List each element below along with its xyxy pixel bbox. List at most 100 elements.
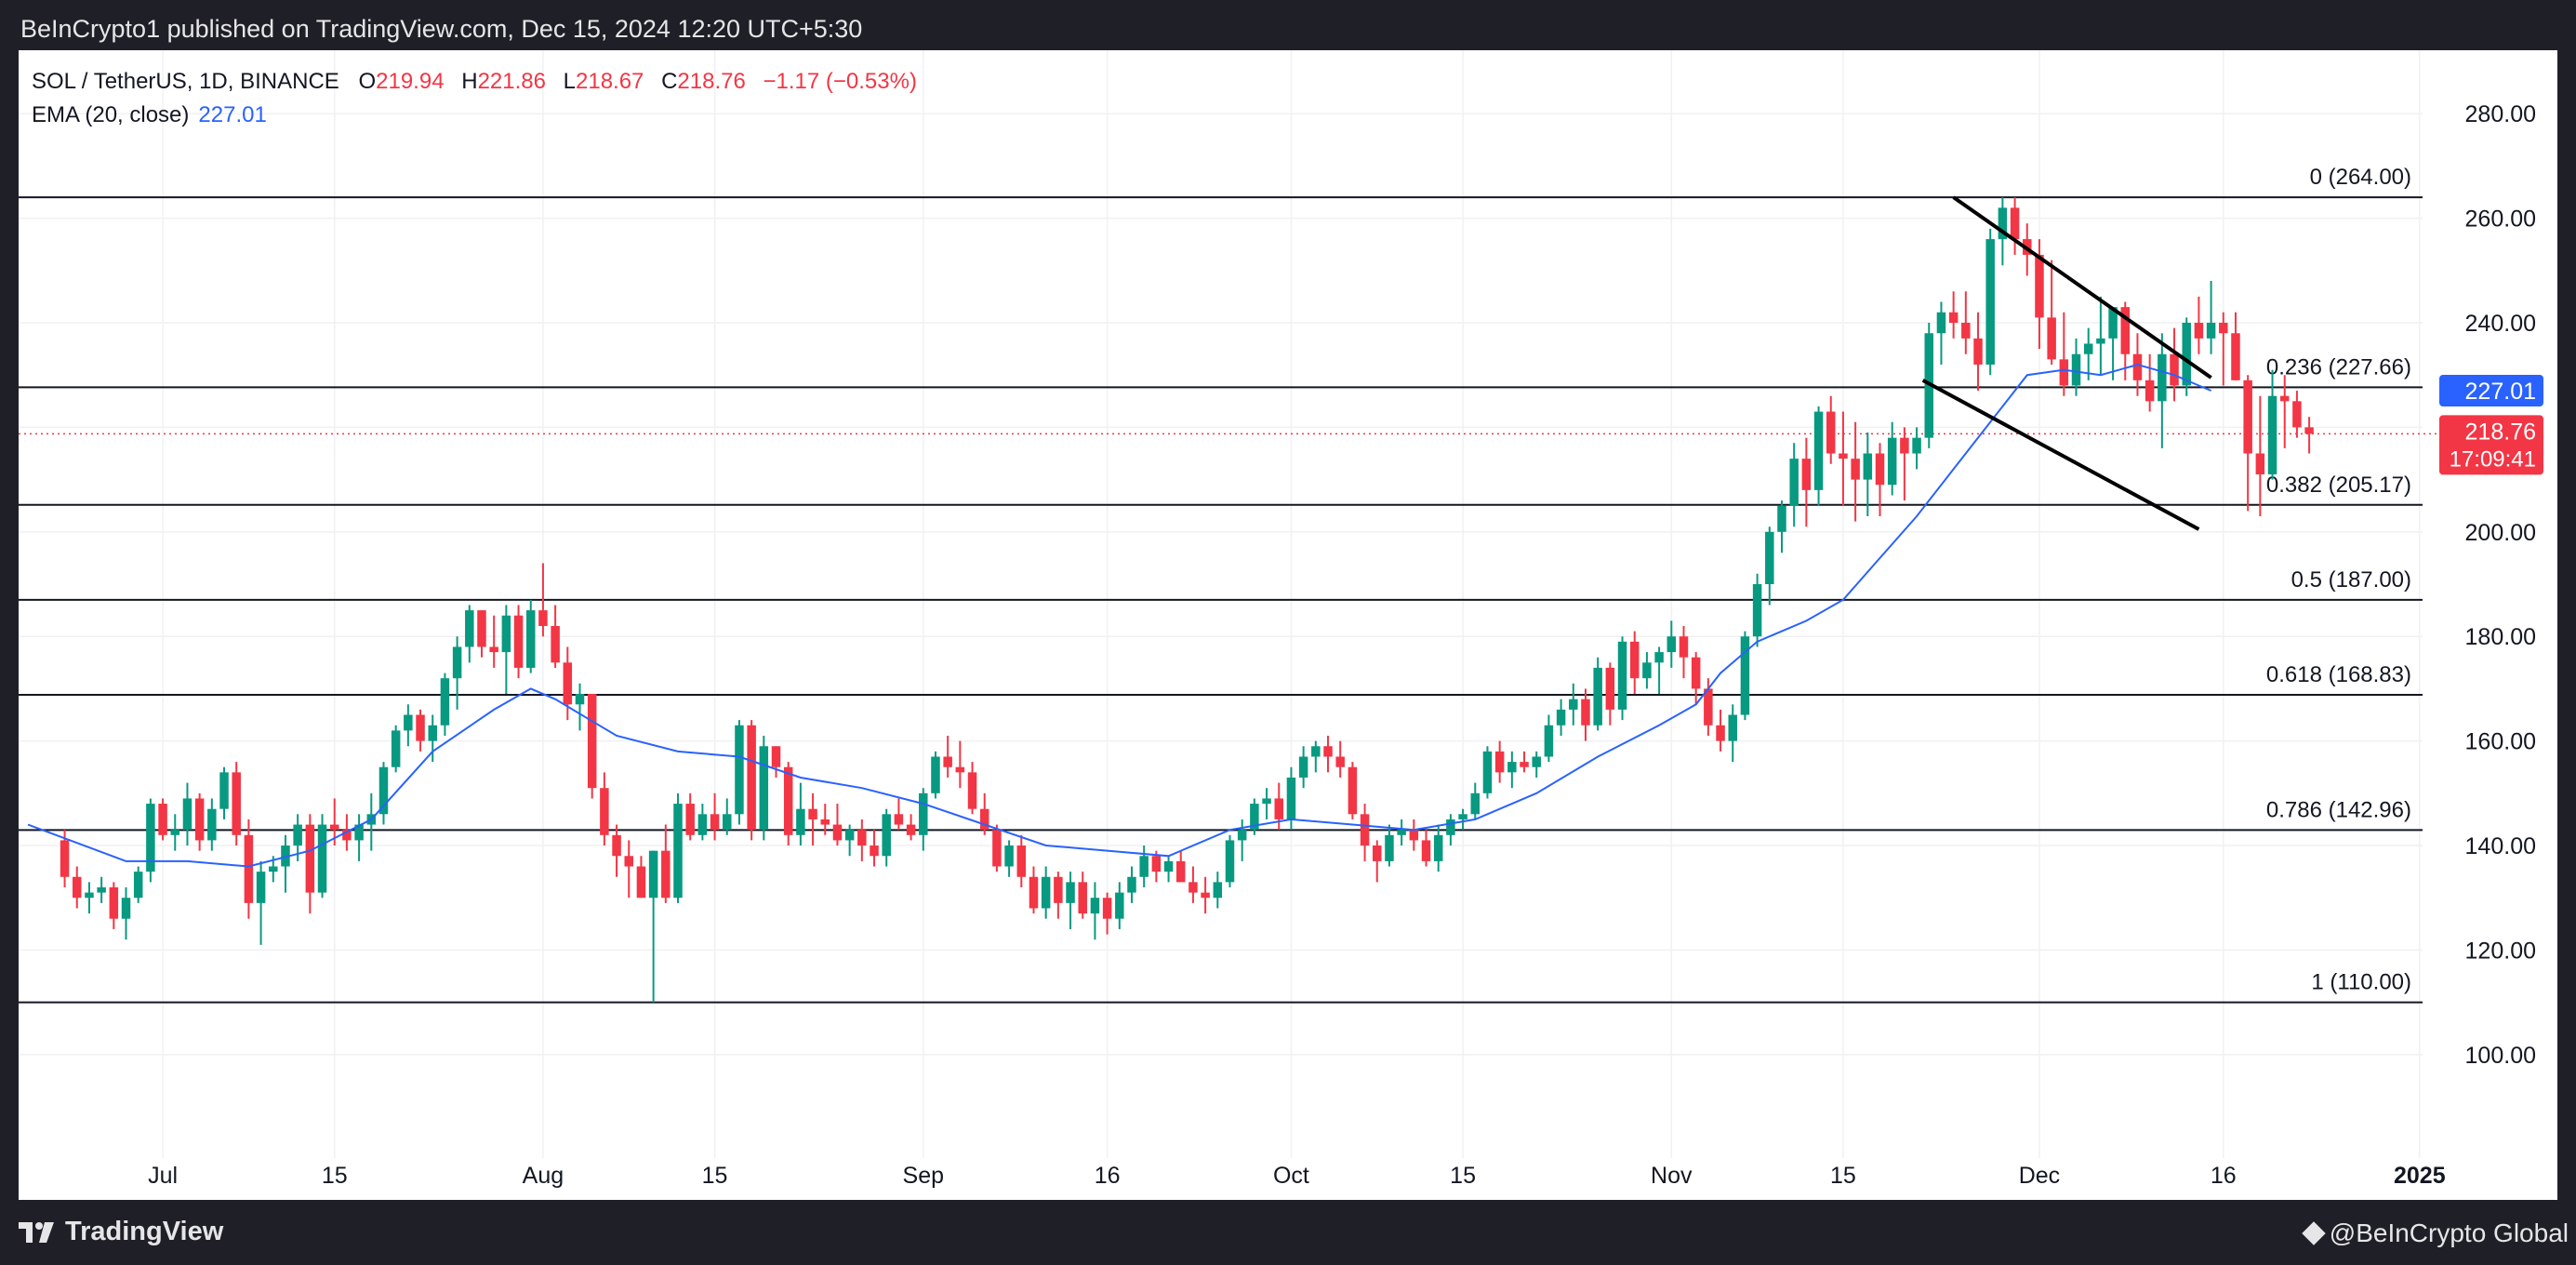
candle-body [1433, 834, 1443, 861]
candle-body [1728, 714, 1737, 741]
candle-body [1237, 830, 1247, 841]
candle-body [1789, 459, 1799, 506]
price-badge-value: 218.76 [2465, 419, 2536, 445]
candle-body [1115, 892, 1124, 919]
fib-level-label: 0.786 (142.96) [2266, 797, 2411, 822]
y-tick-label: 140.00 [2465, 833, 2536, 859]
x-tick-label: Aug [523, 1163, 564, 1189]
candle-body [2059, 359, 2069, 386]
candle-body [1593, 667, 1602, 726]
candle-body [710, 814, 720, 831]
candle-body [600, 788, 609, 835]
candle-body [1163, 860, 1174, 872]
candle-body [2047, 317, 2056, 360]
candle-body [1397, 830, 1406, 835]
candle-body [1654, 652, 1664, 663]
candle-body [1813, 411, 1824, 490]
y-tick-label: 100.00 [2465, 1043, 2536, 1069]
candle-body [182, 798, 193, 831]
candle-body [1139, 856, 1149, 877]
candle-body [563, 662, 573, 705]
x-tick-label: 2025 [2394, 1163, 2446, 1189]
candle-body [2170, 353, 2179, 386]
candle-body [1716, 725, 1725, 741]
candle-body [97, 886, 106, 893]
candle-body [2292, 401, 2302, 428]
candle-body [404, 714, 413, 731]
candle-body [882, 814, 891, 857]
candle-body [1373, 846, 1382, 861]
candle-body [2120, 307, 2131, 354]
candle-body [1188, 882, 1198, 893]
candle-body [1151, 856, 1162, 872]
candle-body [636, 866, 646, 899]
y-tick-label: 260.00 [2465, 206, 2536, 233]
candle-body [465, 610, 474, 647]
candle-body [1482, 751, 1493, 793]
candle-body [697, 814, 708, 835]
symbol-label[interactable]: SOL / TetherUS, 1D, BINANCE [32, 69, 339, 94]
candle-body [1900, 437, 1909, 454]
candle-body [2144, 380, 2155, 402]
y-tick-label: 280.00 [2465, 101, 2536, 127]
candlestick-chart[interactable]: 0 (264.00) 0.236 (227.66) 0.382 (205.17) 0.… [19, 50, 2557, 1200]
candle-body [844, 830, 855, 841]
candle-body [60, 840, 70, 877]
candle-body [194, 798, 205, 841]
candle-body [747, 725, 756, 831]
candle-body [1409, 830, 1419, 841]
publisher-bar: BeInCrypto1 published on TradingView.com… [0, 0, 2576, 50]
fib-level-label: 1 (110.00) [2311, 970, 2411, 995]
candle-body [219, 772, 229, 809]
candle-body [2158, 353, 2167, 402]
ohlc-row: SOL / TetherUS, 1D, BINANCE O219.94 H221… [32, 65, 928, 99]
candle-body [1201, 892, 1210, 899]
fib-level-label: 0.382 (205.17) [2266, 473, 2411, 498]
candle-body [133, 872, 143, 899]
candle-body [648, 850, 658, 899]
candle-body [452, 646, 462, 679]
candle-body [207, 808, 217, 841]
candle-body [955, 766, 965, 773]
ema-label[interactable]: EMA (20, close) [32, 102, 190, 127]
candle-body [1360, 814, 1370, 846]
low-value: 218.67 [576, 69, 644, 94]
x-tick-label: 15 [702, 1163, 728, 1189]
candle-body [575, 694, 585, 705]
candle-body [501, 615, 511, 653]
beincrypto-diamond-icon [2302, 1221, 2326, 1245]
candle-body [1470, 792, 1481, 815]
candle-body [857, 830, 867, 846]
candle-body [771, 746, 781, 767]
candle-body [1556, 709, 1566, 726]
candle-body [612, 834, 621, 857]
candle-body [1127, 876, 1136, 893]
candle-body [158, 804, 167, 835]
candle-body [1041, 876, 1051, 909]
x-tick-label: 15 [322, 1163, 348, 1189]
close-label: C [661, 69, 678, 94]
candle-body [1839, 453, 1848, 459]
candle-body [1691, 657, 1701, 689]
x-tick-label: Jul [148, 1163, 178, 1189]
y-tick-label: 240.00 [2465, 311, 2536, 337]
candle-body [1225, 840, 1235, 883]
candle-body [477, 610, 486, 647]
ema-row: EMA (20, close) 227.01 [32, 99, 928, 132]
ema-value: 227.01 [198, 102, 267, 127]
watermark: @BeInCrypto Global [2302, 1218, 2569, 1248]
candle-body [1446, 819, 1455, 835]
tradingview-logo[interactable]: TradingView [19, 1217, 223, 1247]
candle-body [85, 892, 94, 899]
tradingview-logo-text: TradingView [65, 1217, 224, 1246]
candle-body [244, 834, 254, 903]
candle-body [820, 819, 830, 825]
candle-body [1912, 437, 1921, 454]
low-label: L [563, 69, 576, 94]
candle-body [1175, 860, 1186, 883]
chart-panel[interactable]: 0 (264.00) 0.236 (227.66) 0.382 (205.17) 0.… [19, 50, 2557, 1200]
candle-body [1335, 756, 1345, 767]
candle-body [1507, 762, 1517, 773]
y-tick-label: 180.00 [2465, 624, 2536, 650]
candle-body [73, 876, 82, 899]
